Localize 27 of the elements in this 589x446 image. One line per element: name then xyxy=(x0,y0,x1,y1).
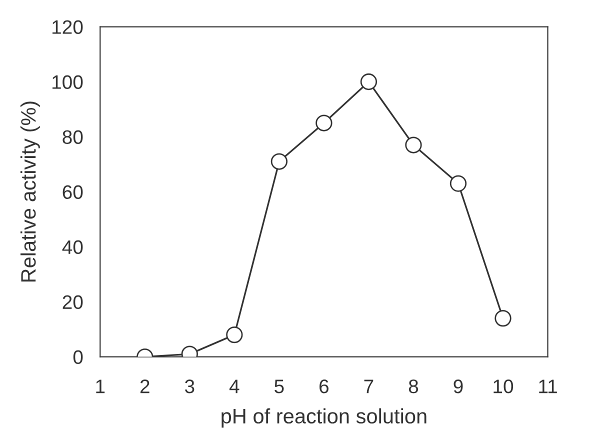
x-axis-title: pH of reaction solution xyxy=(222,408,426,428)
y-tick-label: 100 xyxy=(52,75,83,90)
x-tick-label: 10 xyxy=(494,380,514,394)
y-tick-label: 60 xyxy=(62,185,83,200)
x-tick-label: 3 xyxy=(184,380,194,394)
x-tick-label: 8 xyxy=(408,380,418,394)
point xyxy=(494,310,512,327)
point xyxy=(450,175,467,192)
y-axis-title: Relative activity (%) xyxy=(20,102,40,282)
y-tick-label: 40 xyxy=(62,240,83,254)
point xyxy=(360,73,378,90)
y-tick-label: 120 xyxy=(52,20,83,34)
point xyxy=(316,114,332,132)
point xyxy=(405,136,422,154)
x-tick-label: 6 xyxy=(320,380,329,394)
y-tick-label: 80 xyxy=(62,130,83,144)
y-tick-label: 20 xyxy=(62,295,83,310)
y-tick-label: 0 xyxy=(73,350,83,364)
x-tick-label: 5 xyxy=(274,380,284,394)
x-tick-label: 7 xyxy=(364,380,374,394)
x-tick-label: 9 xyxy=(454,380,463,394)
point xyxy=(270,153,288,170)
x-tick-label: 2 xyxy=(140,380,150,394)
x-tick-label: 4 xyxy=(229,380,240,394)
x-tick-label: 11 xyxy=(539,380,557,394)
point xyxy=(226,326,243,344)
x-tick-label: 1 xyxy=(96,380,105,394)
